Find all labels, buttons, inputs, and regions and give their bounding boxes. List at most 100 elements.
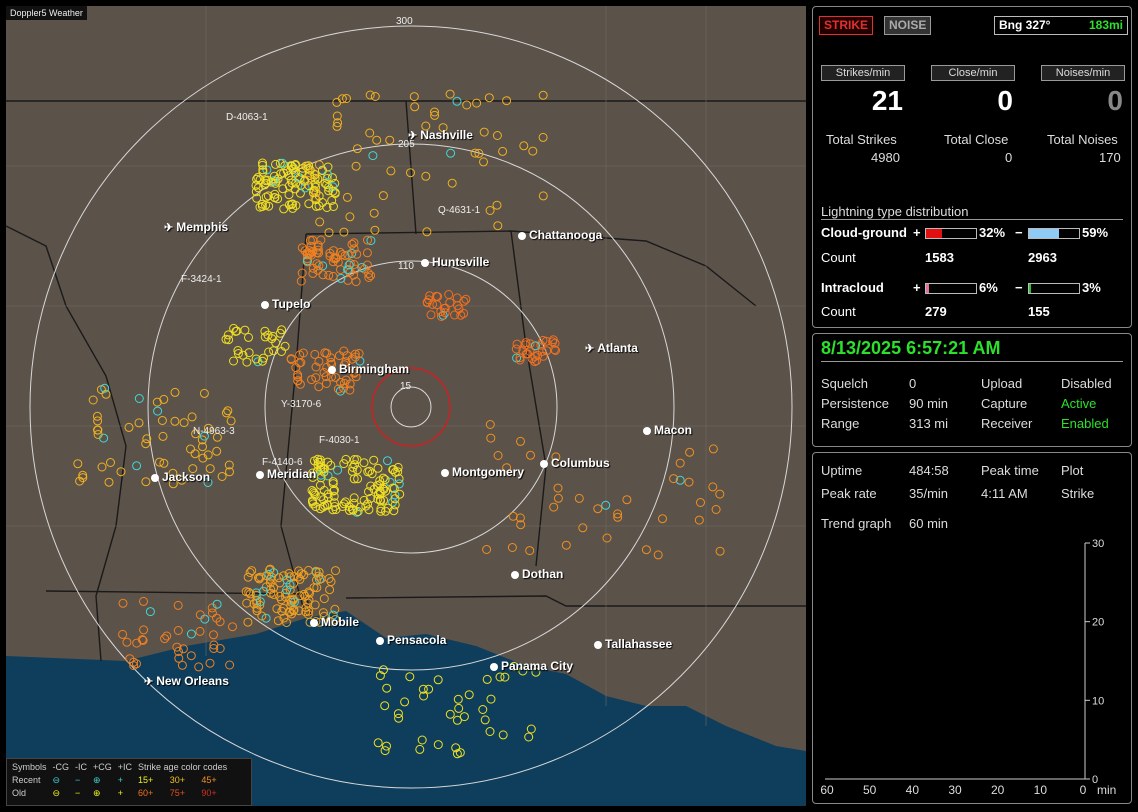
range-rings [29,25,793,789]
lightning-map[interactable]: 300 205 110 15 ✈ Nashville ✈ Memphis Chattan… [6,6,806,806]
stats-panel: STRIKE NOISE Bng 327° 183mi Strikes/min … [812,6,1132,328]
legend-header-pos-ic: +IC [117,762,133,772]
strike-marker [311,182,320,192]
storm-cell-label[interactable]: F-4140-6 [262,457,303,468]
strike-marker [324,186,334,196]
storm-cell-label[interactable]: Y-3170-6 [281,399,322,410]
strike-marker [258,356,267,366]
strike-marker [331,505,341,514]
strike-marker [675,458,685,468]
strike-marker [341,454,351,464]
strike-marker [139,625,149,635]
strike-marker [274,573,284,583]
strike-marker [138,635,148,645]
strike-marker [352,249,362,259]
strike-marker [482,545,492,554]
strike-marker [207,608,217,618]
strike-marker [409,92,419,102]
strike-marker [186,444,195,454]
strike-marker [141,477,151,487]
strike-marker [209,630,218,640]
strike-marker [353,507,363,516]
strike-marker [314,356,324,366]
capture-value[interactable]: Active [1061,396,1097,411]
strike-marker [177,660,187,670]
strike-marker [242,357,252,367]
cg-count-label: Count [821,250,856,265]
strike-marker [261,582,271,592]
strike-marker [152,397,162,407]
strike-marker [378,473,388,483]
cg-positive-pct: 32% [979,225,1006,240]
strike-marker [309,456,319,466]
strike-marker [198,442,207,452]
strike-marker [313,245,323,255]
strike-marker [179,418,189,428]
strike-marker [424,295,434,305]
strike-marker [310,179,320,189]
strike-marker [525,339,535,349]
noise-button[interactable]: NOISE [884,16,932,35]
city-mobile: Mobile [310,615,359,629]
city-label: Montgomery [452,465,524,479]
trend-x-tick-label: 50 [863,783,877,797]
strike-marker [269,583,279,593]
strike-marker [415,744,425,754]
strike-marker [203,478,213,487]
strike-marker [388,465,398,474]
storm-cell-label[interactable]: F-3424-1 [181,274,222,285]
strike-marker [205,658,215,668]
cg-negative-pct: 59% [1082,225,1109,240]
strike-button[interactable]: STRIKE [819,16,874,35]
strike-marker [303,175,313,185]
upload-value[interactable]: Disabled [1061,376,1112,391]
storm-cell-label[interactable]: Q-4631-1 [438,205,481,216]
storm-cell-label[interactable]: N-4963-3 [193,426,235,437]
strikes-per-min-button[interactable]: Strikes/min [821,65,905,81]
squelch-value[interactable]: 0 [909,376,917,391]
neg-ic-old-icon: − [75,788,81,798]
peak-rate-label: Peak rate [821,486,877,501]
strike-marker [333,465,343,475]
strike-marker [99,433,109,443]
strike-marker [464,690,474,700]
strike-marker [263,191,273,201]
strike-marker [507,543,517,552]
strike-marker [260,332,270,342]
storm-cell-label[interactable]: D-4063-1 [226,112,268,123]
strike-marker [370,225,380,235]
noises-per-min-button[interactable]: Noises/min [1041,65,1125,81]
distance-value: 183mi [1088,18,1123,32]
persistence-value[interactable]: 90 min [909,396,949,411]
strike-marker [296,276,306,286]
pos-cg-recent-icon: ⊕ [93,775,101,785]
city-dot-icon [261,301,269,309]
strike-marker [195,626,205,636]
strike-marker [394,479,404,489]
strike-marker [432,291,441,301]
strike-marker [247,566,257,576]
strike-marker [159,394,169,404]
close-per-min-button[interactable]: Close/min [931,65,1015,81]
strike-marker [484,93,494,103]
strike-marker [272,604,282,614]
strike-marker [328,186,338,196]
strike-marker [486,694,496,704]
strike-marker [97,462,107,472]
strike-marker [550,338,560,348]
strike-marker [365,466,374,476]
trend-graph-value[interactable]: 60 min [909,516,949,531]
storm-cell-label[interactable]: F-4030-1 [319,435,360,446]
strike-marker [336,265,345,275]
plot-value[interactable]: Strike [1061,486,1095,501]
strike-marker [191,429,201,439]
strike-marker [452,715,462,725]
range-value[interactable]: 313 mi [909,416,949,431]
city-dot-icon [643,427,651,435]
strike-marker [493,221,503,231]
receiver-value[interactable]: Enabled [1061,416,1109,431]
cg-positive-bar [925,228,977,239]
strike-marker [548,337,558,347]
strike-marker [244,348,254,358]
strike-marker [78,473,88,483]
